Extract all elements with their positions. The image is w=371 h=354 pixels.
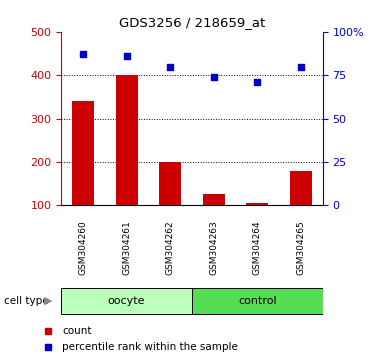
Point — [80, 52, 86, 57]
Text: GSM304261: GSM304261 — [122, 221, 131, 275]
Text: GSM304264: GSM304264 — [253, 221, 262, 275]
Bar — [72, 101, 94, 205]
Text: cell type: cell type — [4, 296, 48, 306]
Text: count: count — [62, 326, 92, 336]
Text: GSM304260: GSM304260 — [79, 221, 88, 275]
Point — [298, 64, 304, 69]
Point — [124, 53, 129, 59]
FancyBboxPatch shape — [192, 288, 323, 314]
Text: ▶: ▶ — [44, 296, 52, 306]
Text: GSM304265: GSM304265 — [296, 221, 305, 275]
Point — [231, 269, 237, 275]
Text: GSM304262: GSM304262 — [166, 221, 175, 275]
Bar — [203, 194, 225, 205]
Point — [167, 64, 173, 69]
Point — [255, 79, 260, 85]
Title: GDS3256 / 218659_at: GDS3256 / 218659_at — [119, 16, 265, 29]
Text: percentile rank within the sample: percentile rank within the sample — [62, 342, 238, 352]
Bar — [290, 171, 312, 205]
Text: GSM304263: GSM304263 — [209, 221, 218, 275]
Bar — [159, 162, 181, 205]
FancyBboxPatch shape — [61, 288, 192, 314]
Point — [211, 74, 217, 80]
Text: control: control — [238, 296, 277, 306]
Bar — [246, 203, 268, 205]
Point — [231, 124, 237, 130]
Text: oocyte: oocyte — [108, 296, 145, 306]
Bar — [116, 75, 138, 205]
